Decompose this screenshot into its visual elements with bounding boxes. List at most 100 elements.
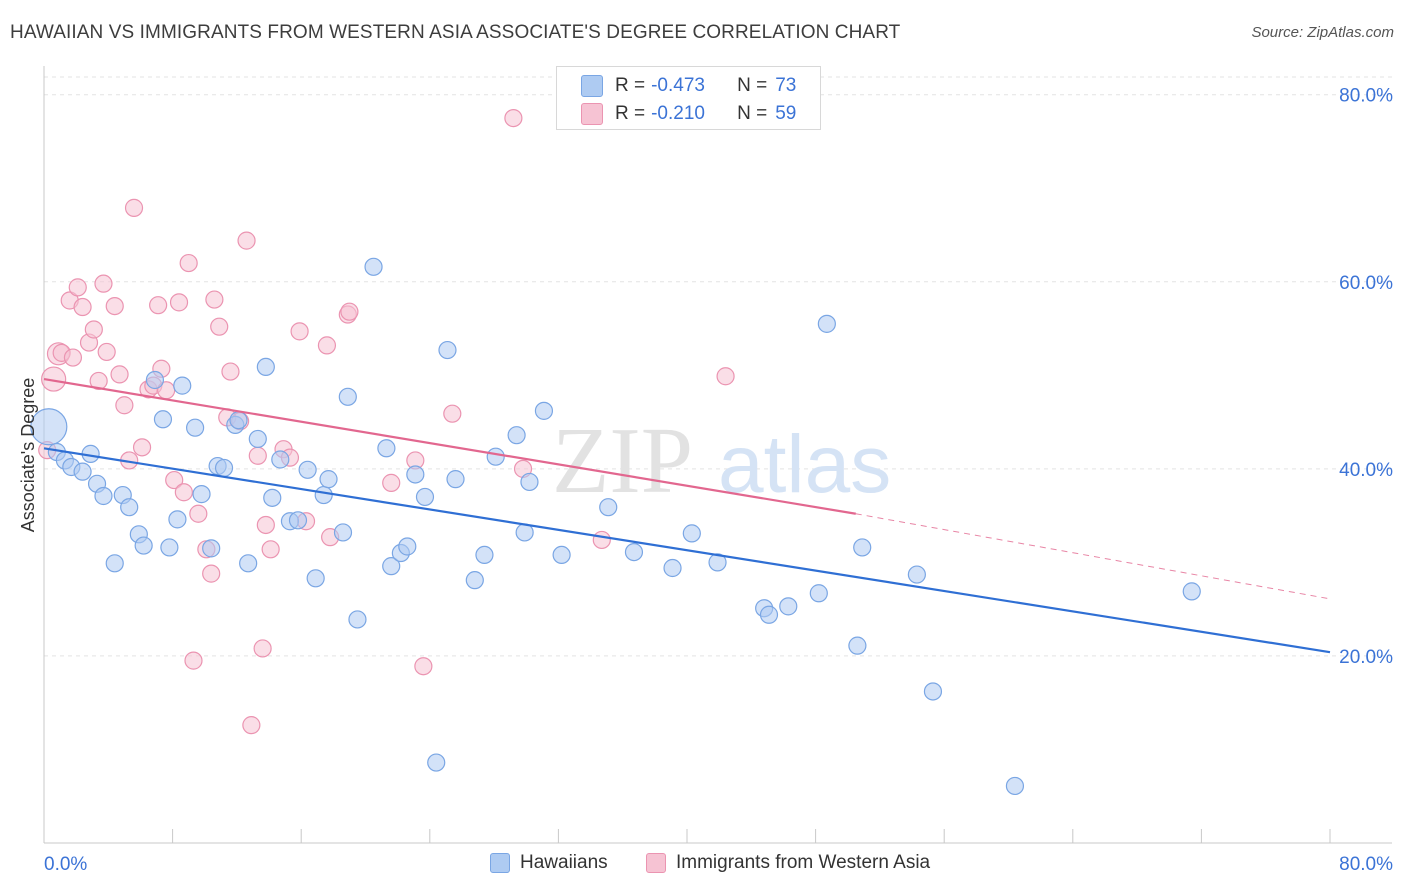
hawaiians-point <box>507 426 526 445</box>
hawaiians-point <box>192 485 211 504</box>
x-tick-label: 80.0% <box>1339 854 1393 875</box>
immigrants-point <box>202 564 221 583</box>
immigrants-point <box>169 293 189 312</box>
immigrants-point <box>115 396 134 415</box>
immigrants-point <box>248 446 267 465</box>
hawaiians-point <box>348 610 367 629</box>
stats-swatch-hawaiians <box>581 75 603 97</box>
hawaiians-point <box>168 510 187 529</box>
hawaiians-point <box>663 558 682 578</box>
stats-r-value: -0.473 <box>651 75 705 96</box>
hawaiians-point <box>907 565 926 584</box>
hawaiians-point <box>319 470 338 489</box>
hawaiians-point <box>145 370 165 390</box>
hawaiians-point <box>475 545 494 565</box>
immigrants-point <box>132 438 152 457</box>
hawaiians-point <box>73 462 92 481</box>
hawaiians-point <box>173 376 192 395</box>
hawaiians-point <box>446 470 465 489</box>
hawaiians-point <box>377 439 396 458</box>
immigrants-trend-line <box>43 377 856 515</box>
source-label: Source: ZipAtlas.com <box>1251 24 1394 41</box>
hawaiians-point <box>271 450 290 469</box>
hawaiians-point <box>853 538 872 557</box>
watermark-atlas: atlas <box>718 419 891 510</box>
chart-title: HAWAIIAN VS IMMIGRANTS FROM WESTERN ASIA… <box>10 22 901 43</box>
immigrants-point <box>63 348 83 367</box>
hawaiians-point <box>202 539 221 558</box>
stats-r-value: -0.210 <box>651 103 705 124</box>
hawaiians-point <box>186 418 205 437</box>
hawaiians-point <box>364 257 383 276</box>
immigrants-point <box>149 296 168 315</box>
hawaiians-point <box>817 314 836 333</box>
immigrants-point <box>261 540 280 559</box>
legend-item-immigrants[interactable]: Immigrants from Western Asia <box>646 852 930 874</box>
stats-r-label: R = <box>615 103 646 124</box>
immigrants-point <box>340 302 359 321</box>
hawaiians-point <box>1005 776 1025 796</box>
immigrants-point <box>89 371 108 391</box>
stats-row-immigrants: R = -0.210 N = 59 <box>581 99 796 129</box>
hawaiians-point <box>314 485 333 505</box>
legend-label-immigrants: Immigrants from Western Asia <box>676 852 931 873</box>
immigrants-point <box>84 320 103 339</box>
immigrants-point <box>105 297 124 316</box>
hawaiians-point <box>486 447 505 466</box>
stats-n-value: 73 <box>775 75 797 96</box>
hawaiians-point <box>1182 582 1201 601</box>
trend-lines <box>43 377 1331 654</box>
immigrants-point <box>256 515 275 535</box>
hawaiians-point <box>298 460 317 479</box>
immigrants-point <box>110 365 129 384</box>
legend-swatch-immigrants <box>646 853 666 873</box>
immigrants-point <box>317 336 337 355</box>
immigrants-point <box>97 342 116 362</box>
hawaiians-point <box>624 543 644 562</box>
hawaiians-point <box>438 340 457 360</box>
hawaiians-point <box>848 636 867 655</box>
y-tick-label: 40.0% <box>1339 460 1393 481</box>
immigrants-point <box>414 657 433 676</box>
hawaiians-point <box>552 545 571 565</box>
hawaiians-trend-line <box>43 447 1331 654</box>
immigrants-point <box>592 530 611 550</box>
immigrants-point <box>382 473 401 492</box>
immigrants-point <box>205 290 224 309</box>
stats-n-value: 59 <box>775 103 797 124</box>
hawaiians-point <box>338 387 357 406</box>
immigrants-point <box>242 716 261 735</box>
hawaiians-point <box>398 537 417 556</box>
immigrants-point <box>237 231 256 250</box>
watermark-zip: ZIP <box>552 409 693 513</box>
immigrants-point <box>174 483 193 502</box>
hawaiians-point <box>382 557 401 576</box>
hawaiians-point <box>708 553 727 572</box>
immigrants-point <box>189 504 208 523</box>
hawaiians-point <box>30 408 68 446</box>
y-tick-label: 20.0% <box>1339 647 1393 668</box>
immigrants-point <box>94 274 113 293</box>
hawaiians-point <box>239 554 258 573</box>
immigrants-point <box>210 317 229 336</box>
hawaiians-point <box>759 605 779 624</box>
hawaiians-point <box>134 536 153 555</box>
series-hawaiians-points <box>30 257 1201 796</box>
x-tick-label: 0.0% <box>44 854 87 875</box>
stats-n-label: N = <box>737 75 768 96</box>
hawaiians-point <box>465 571 484 590</box>
hawaiians-point <box>256 357 275 376</box>
hawaiians-point <box>160 538 179 557</box>
watermark: ZIP atlas <box>552 409 891 513</box>
immigrants-point <box>73 297 92 317</box>
y-axis-label: Associate's Degree <box>18 378 38 533</box>
immigrants-point <box>443 404 462 423</box>
legend-item-hawaiians[interactable]: Hawaiians <box>490 852 608 874</box>
immigrants-point <box>165 470 184 490</box>
tick-labels: 20.0% 40.0% 60.0% 80.0% 0.0% 80.0% <box>44 86 1393 875</box>
hawaiians-point <box>288 511 308 530</box>
hawaiians-point <box>120 498 139 517</box>
immigrants-point <box>68 278 87 297</box>
hawaiians-point <box>415 487 435 507</box>
